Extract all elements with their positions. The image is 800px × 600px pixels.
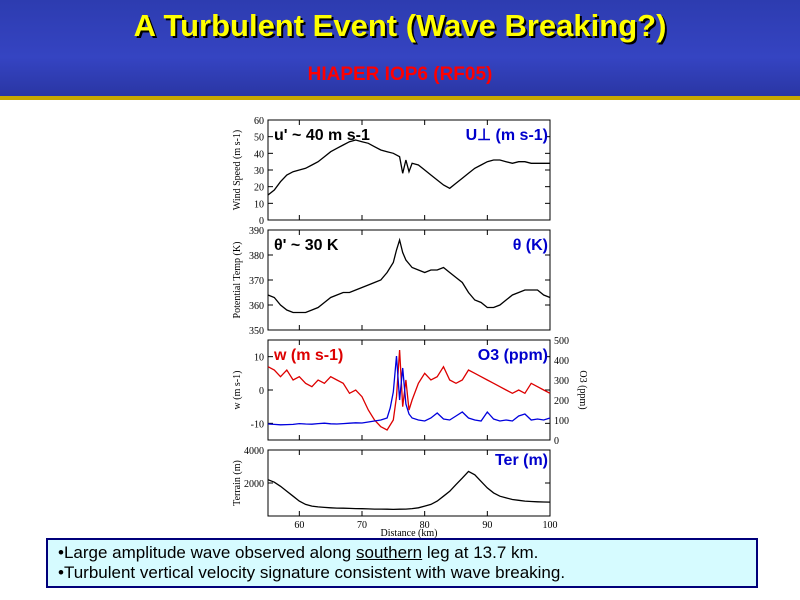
y-tick-label: 10 [254,353,264,364]
y-tick-label: 30 [254,166,264,177]
y-axis-label: Wind Speed (m s-1) [232,130,243,210]
y-tick-label-right: 300 [554,376,569,387]
series-line-o3-ppm- [267,355,551,426]
y-tick-label-right: 200 [554,396,569,407]
annotation-right: Ter (m) [495,452,548,469]
y-tick-label-right: 0 [554,436,559,447]
annotation-right: θ (K) [513,237,548,254]
y-tick-label-right: 500 [554,336,569,347]
y-tick-label: 2000 [244,479,264,490]
x-tick-label: 90 [482,520,492,531]
y-tick-label: 0 [259,386,264,397]
y-tick-label: 390 [249,226,264,237]
bullet-1-prefix: •Large amplitude wave observed along [58,543,356,562]
annotation-left: w (m s-1) [273,347,343,364]
bullet-2: •Turbulent vertical velocity signature c… [58,563,566,582]
y-tick-label: 0 [259,216,264,227]
series-line-w-m-s-1- [267,349,551,431]
y-tick-label-right: 100 [554,416,569,427]
slide-title: A Turbulent Event (Wave Breaking?) [133,8,667,43]
stacked-chart-figure: 0 10 20 30 40 50 60 Wind Speed (m s-1) u' ~ 40 m… [232,116,588,538]
y-tick-label: 360 [249,301,264,312]
x-tick-label: 70 [357,520,367,531]
y-tick-label: 370 [249,276,264,287]
y-axis-label: Potential Temp (K) [232,242,243,319]
slide-subtitle: HIAPER IOP6 (RF05) [307,64,493,85]
slide-header: A Turbulent Event (Wave Breaking?) HIAPE… [0,0,800,96]
summary-note-box: •Large amplitude wave observed along sou… [46,538,758,588]
bullet-1-underlined: southern [355,543,423,562]
chart-panel-1: 0 10 20 30 40 50 60 Wind Speed (m s-1) u' ~ 40 m… [232,116,551,227]
y-tick-label: 4000 [244,446,264,457]
header-divider [0,96,800,100]
y-tick-label: 380 [249,251,264,262]
bullet-1-suffix: leg at 13.7 km. [422,543,539,562]
y-tick-label: 40 [254,149,264,160]
y-tick-label: 20 [254,183,264,194]
annotation-right: O3 (ppm) [478,347,548,364]
annotation-left: u' ~ 40 m s-1 [274,127,370,144]
y-axis-label-right: O3 (ppm) [577,370,588,409]
x-tick-label: 60 [294,520,304,531]
y-tick-label: -10 [251,419,264,430]
series-line-potential-temperature [267,237,551,314]
x-tick-label: 80 [420,520,430,531]
series-line-wind-speed [267,139,550,196]
x-axis-label: Distance (km) [381,528,438,538]
y-tick-label: 50 [254,133,264,144]
y-tick-label: 10 [254,199,264,210]
chart-panel-2: 350 360 370 380 390 Potential Temp (K) θ' ~ 30… [232,226,551,337]
y-axis-label: w (m s-1) [232,371,243,410]
y-tick-label-right: 400 [554,356,569,367]
bullet-1: •Large amplitude wave observed along sou… [58,543,756,563]
y-tick-label: 350 [249,326,264,337]
y-axis-label: Terrain (m) [232,460,243,506]
annotation-right: U⊥ (m s-1) [466,127,548,144]
annotation-left: θ' ~ 30 K [274,237,339,254]
y-tick-label: 60 [254,116,264,127]
series-line-terrain [267,470,551,511]
x-tick-label: 100 [543,520,558,531]
